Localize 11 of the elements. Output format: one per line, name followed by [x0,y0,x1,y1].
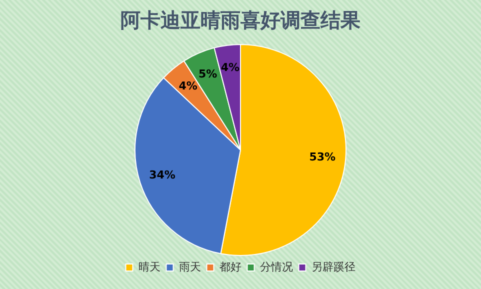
legend-label: 雨天 [178,260,201,274]
legend-label: 都好 [219,260,242,274]
data-label: 5% [198,67,218,80]
legend-label: 分情况 [260,260,293,274]
data-label: 34% [149,168,176,182]
chart-title: 阿卡迪亚晴雨喜好调查结果 [120,8,362,32]
data-label: 4% [220,61,240,74]
legend-label: 晴天 [138,260,160,274]
data-label: 4% [178,79,198,92]
legend-label: 另辟蹊径 [311,260,356,274]
data-label: 53% [309,150,336,164]
